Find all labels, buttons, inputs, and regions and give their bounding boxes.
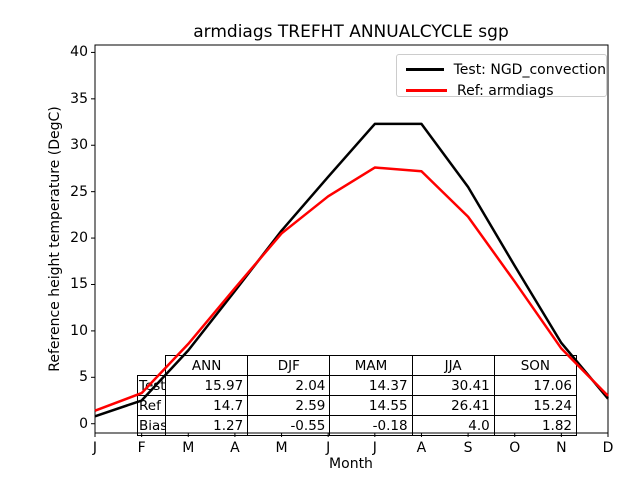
table-value-cell: 2.59 xyxy=(247,395,331,416)
table-value-cell: 30.41 xyxy=(411,375,495,396)
table-value-cell: 14.55 xyxy=(329,395,413,416)
table-value-cell: 26.41 xyxy=(411,395,495,416)
legend-line-sample-ref xyxy=(406,89,447,92)
y-tick-label: 35 xyxy=(70,90,88,107)
x-tick-label: J xyxy=(92,440,98,456)
table-value-cell: 17.06 xyxy=(493,375,578,396)
table-value-cell: -0.55 xyxy=(247,415,331,436)
x-tick-label: F xyxy=(137,440,146,456)
y-tick-label: 0 xyxy=(79,415,88,432)
table-value-cell: 15.97 xyxy=(164,375,249,396)
x-tick-label: M xyxy=(275,440,288,456)
table-row-label: Test xyxy=(137,375,166,396)
table-row: Ref 14.7 2.59 14.55 26.41 15.24 xyxy=(137,395,578,416)
table-value-cell: 4.0 xyxy=(411,415,495,436)
x-tick-label: N xyxy=(556,440,567,456)
table-header-row: ANN DJF MAM JJA SON xyxy=(138,355,578,376)
legend-label: Ref: armdiags xyxy=(457,82,554,99)
x-tick-label: A xyxy=(230,440,240,456)
legend-entry: Ref: armdiags xyxy=(397,80,606,101)
table-value-cell: -0.18 xyxy=(329,415,413,436)
table-row: Test 15.97 2.04 14.37 30.41 17.06 xyxy=(137,375,578,396)
legend-line-sample-test xyxy=(406,68,444,71)
y-tick-label: 5 xyxy=(79,369,88,386)
x-tick-label: A xyxy=(416,440,427,456)
x-tick-label: J xyxy=(372,440,377,456)
x-tick-label: J xyxy=(326,440,331,456)
chart-title: armdiags TREFHT ANNUALCYCLE sgp xyxy=(193,22,509,42)
table-value-cell: 1.27 xyxy=(164,415,249,436)
legend: Test: NGD_convection Ref: armdiags xyxy=(396,54,607,98)
x-tick-label: O xyxy=(509,440,521,456)
y-tick-label: 25 xyxy=(70,183,88,200)
table-value-cell: 2.04 xyxy=(247,375,331,396)
x-tick-label: S xyxy=(463,440,473,456)
table-value-cell: 14.37 xyxy=(329,375,413,396)
table-value-cell: 14.7 xyxy=(164,395,249,416)
x-tick-label: M xyxy=(182,440,195,456)
table-column-header: ANN xyxy=(164,355,249,376)
table-column-header: DJF xyxy=(247,355,331,376)
y-tick-label: 40 xyxy=(70,44,88,61)
table-row: Bias 1.27 -0.55 -0.18 4.0 1.82 xyxy=(137,415,578,436)
x-axis-label: Month xyxy=(329,456,373,472)
table-row-label: Bias xyxy=(137,415,166,436)
legend-label: Test: NGD_convection xyxy=(453,61,606,78)
table-row-label: Ref xyxy=(137,395,166,416)
y-tick-label: 20 xyxy=(70,230,88,247)
table-value-cell: 15.24 xyxy=(493,395,578,416)
table-column-header: JJA xyxy=(411,355,495,376)
y-tick-label: 15 xyxy=(70,276,88,293)
table-column-header: SON xyxy=(493,355,578,376)
table-value-cell: 1.82 xyxy=(493,415,578,436)
table-column-header: MAM xyxy=(329,355,413,376)
x-tick-label: D xyxy=(602,440,614,456)
legend-entry: Test: NGD_convection xyxy=(397,59,606,80)
stats-table: ANN DJF MAM JJA SON Test 15.97 2.04 14.37 30.41 17… xyxy=(137,355,578,436)
table-corner-cell xyxy=(138,356,166,376)
y-tick-label: 30 xyxy=(70,137,88,154)
y-tick-label: 10 xyxy=(70,322,88,339)
